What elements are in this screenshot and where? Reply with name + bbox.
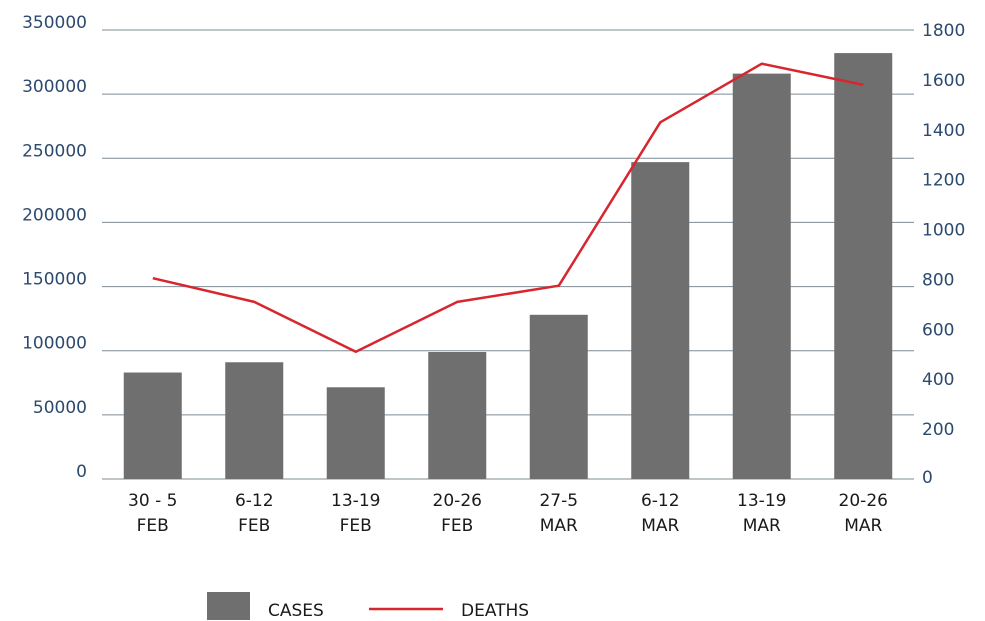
gridlines [102,29,914,480]
deaths-line [152,62,864,354]
category-label: FEB [441,516,473,536]
cases-bar [225,362,284,479]
cases-bar [326,387,385,479]
right-axis: 0 200 400 600 800 1000 1200 1400 1600 1800 [922,21,965,488]
left-axis-tick-label: 150000 [22,270,87,290]
category-label: MAR [641,516,679,536]
category-label: FEB [238,516,270,536]
category-label: FEB [137,516,169,536]
deaths-line-group [152,62,864,354]
category-label: 30 - 5 [128,491,177,511]
left-axis-tick-label: 300000 [22,77,87,97]
right-axis-tick-label: 800 [922,270,954,290]
left-axis-tick-label: 350000 [22,13,87,33]
category-label: MAR [540,516,578,536]
right-axis-tick-label: 1800 [922,21,965,41]
category-label: MAR [743,516,781,536]
right-axis-tick-label: 1600 [922,71,965,91]
left-axis-tick-label: 0 [76,462,87,482]
category-label: 13-19 [331,491,380,511]
left-axis: 0 50000 100000 150000 200000 250000 300000 3500… [22,13,87,482]
legend: CASES DEATHS [207,592,529,621]
cases-bar [428,351,487,479]
category-label: 20-26 [839,491,888,511]
category-label: 6-12 [235,491,274,511]
category-label: 27-5 [539,491,578,511]
right-axis-tick-label: 1200 [922,171,965,191]
left-axis-tick-label: 250000 [22,141,87,161]
category-label: FEB [340,516,372,536]
right-axis-tick-label: 200 [922,420,954,440]
left-axis-tick-label: 50000 [33,398,87,418]
category-label: 6-12 [641,491,680,511]
category-label: 20-26 [433,491,482,511]
right-axis-tick-label: 0 [922,468,933,488]
cases-bar [529,314,588,479]
cases-bar [834,53,893,479]
x-axis-categories: 30 - 5 FEB 6-12 FEB 13-19 FEB 20-26 FEB 27-5 MAR 6… [128,491,888,536]
category-label: 13-19 [737,491,786,511]
cases-bar [732,73,791,480]
right-axis-tick-label: 1400 [922,121,965,141]
cases-bars [123,53,893,480]
legend-swatch-cases [207,592,250,620]
right-axis-tick-label: 1000 [922,221,965,241]
right-axis-tick-label: 400 [922,370,954,390]
cases-bar [631,162,690,480]
legend-label-deaths: DEATHS [461,601,529,621]
left-axis-tick-label: 100000 [22,334,87,354]
right-axis-tick-label: 600 [922,320,954,340]
cases-bar [123,372,182,479]
legend-label-cases: CASES [268,601,324,621]
category-label: MAR [844,516,882,536]
left-axis-tick-label: 200000 [22,205,87,225]
